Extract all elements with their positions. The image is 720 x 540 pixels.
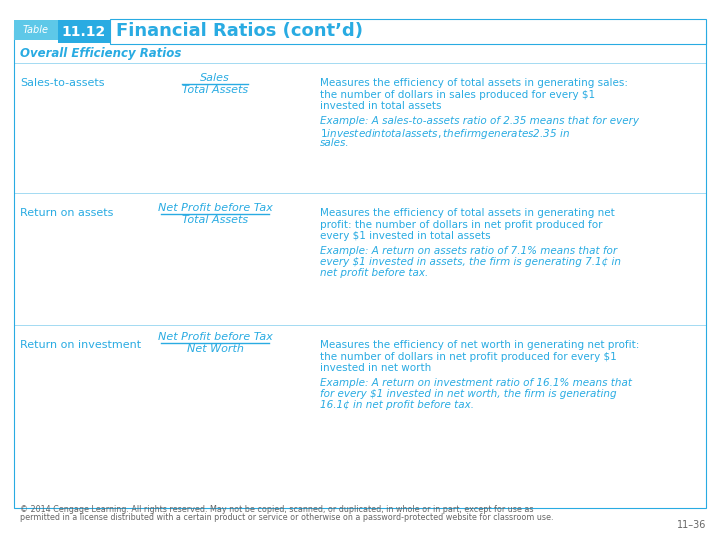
Text: Return on assets: Return on assets [20, 208, 113, 218]
Text: Financial Ratios (cont’d): Financial Ratios (cont’d) [116, 23, 363, 40]
Text: invested in total assets: invested in total assets [320, 101, 441, 111]
Text: Example: A return on investment ratio of 16.1% means that: Example: A return on investment ratio of… [320, 377, 632, 388]
Bar [14, 20, 58, 40]
Bar [14, 30, 706, 508]
Text: profit: the number of dollars in net profit produced for: profit: the number of dollars in net pro… [320, 219, 603, 230]
Text: 11.12: 11.12 [62, 24, 106, 38]
Text: the number of dollars in sales produced for every $1: the number of dollars in sales produced … [320, 90, 595, 99]
Text: sales.: sales. [320, 138, 350, 149]
Text: Example: A return on assets ratio of 7.1% means that for: Example: A return on assets ratio of 7.1… [320, 246, 617, 255]
Text: Net Worth: Net Worth [186, 344, 243, 354]
Text: the number of dollars in net profit produced for every $1: the number of dollars in net profit prod… [320, 352, 617, 361]
Text: permitted in a license distributed with a certain product or service or otherwis: permitted in a license distributed with … [20, 513, 554, 522]
Bar [58, 20, 110, 43]
Text: $1 invested in total assets, the firm generates $2.35 in: $1 invested in total assets, the firm ge… [320, 127, 570, 141]
Text: Example: A sales-to-assets ratio of 2.35 means that for every: Example: A sales-to-assets ratio of 2.35… [320, 116, 639, 125]
Text: Sales: Sales [200, 73, 230, 83]
Text: © 2014 Cengage Learning. All rights reserved. May not be copied, scanned, or dup: © 2014 Cengage Learning. All rights rese… [20, 505, 534, 514]
Text: Measures the efficiency of net worth in generating net profit:: Measures the efficiency of net worth in … [320, 340, 639, 350]
Text: Measures the efficiency of total assets in generating net: Measures the efficiency of total assets … [320, 208, 615, 218]
Text: Total Assets: Total Assets [182, 85, 248, 95]
Text: every $1 invested in assets, the firm is generating 7.1¢ in: every $1 invested in assets, the firm is… [320, 257, 621, 267]
Text: for every $1 invested in net worth, the firm is generating: for every $1 invested in net worth, the … [320, 389, 616, 399]
Text: Total Assets: Total Assets [182, 215, 248, 225]
Bar [110, 19, 706, 44]
Text: net profit before tax.: net profit before tax. [320, 268, 428, 279]
Text: 11–36: 11–36 [677, 520, 706, 530]
Text: Table: Table [23, 25, 49, 35]
Text: Measures the efficiency of total assets in generating sales:: Measures the efficiency of total assets … [320, 78, 628, 88]
Text: Net Profit before Tax: Net Profit before Tax [158, 203, 272, 213]
Text: Overall Efficiency Ratios: Overall Efficiency Ratios [20, 46, 181, 59]
Text: Net Profit before Tax: Net Profit before Tax [158, 332, 272, 342]
Text: Sales-to-assets: Sales-to-assets [20, 78, 104, 88]
Text: invested in net worth: invested in net worth [320, 363, 431, 373]
Text: every $1 invested in total assets: every $1 invested in total assets [320, 231, 490, 241]
Text: Return on investment: Return on investment [20, 340, 141, 350]
Text: 16.1¢ in net profit before tax.: 16.1¢ in net profit before tax. [320, 401, 474, 410]
